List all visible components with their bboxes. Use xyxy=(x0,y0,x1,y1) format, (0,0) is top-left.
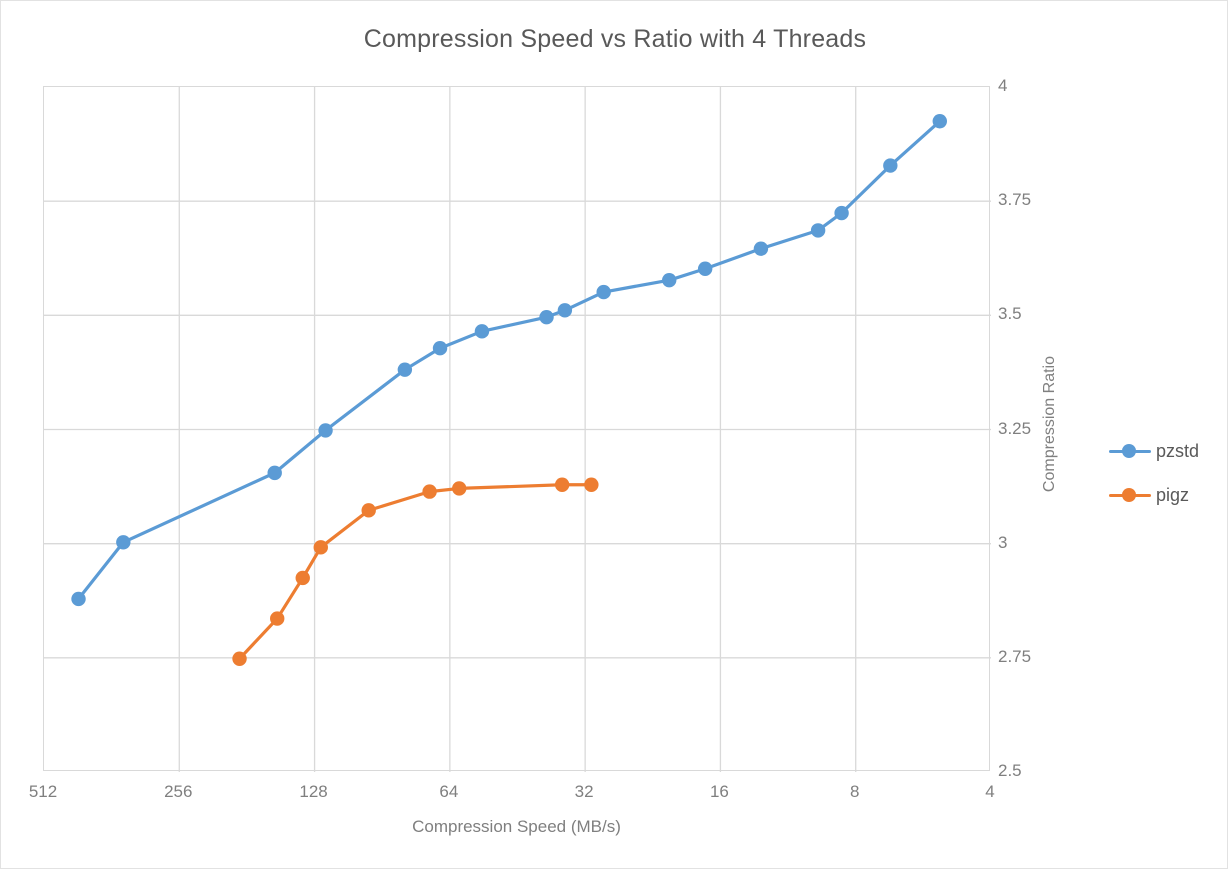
y-tick-label: 2.5 xyxy=(998,761,1022,780)
y-tick-label: 3.25 xyxy=(998,418,1032,438)
x-tick-label: 128 xyxy=(299,782,328,801)
data-point xyxy=(295,570,310,586)
data-point xyxy=(596,284,611,300)
data-point xyxy=(116,535,131,550)
x-tick-label: 256 xyxy=(164,782,193,801)
series-pigz xyxy=(232,477,599,666)
y-tick-label: 3 xyxy=(998,532,1008,552)
data-point xyxy=(318,423,333,438)
x-tick-label: 512 xyxy=(28,782,58,801)
y-tick-label: 3.75 xyxy=(998,190,1032,210)
data-point xyxy=(810,223,826,238)
legend: pzstd pigz xyxy=(1109,429,1219,517)
legend-marker-icon xyxy=(1109,443,1151,459)
x-axis-title: Compression Speed (MB/s) xyxy=(412,817,621,836)
y-tick-label: 4 xyxy=(998,76,1008,95)
y-tick-label: 3.5 xyxy=(998,304,1022,324)
legend-marker-icon xyxy=(1109,487,1151,503)
x-tick-label: 4 xyxy=(985,782,995,801)
chart-title: Compression Speed vs Ratio with 4 Thread… xyxy=(363,25,867,53)
data-point xyxy=(584,477,599,492)
data-point xyxy=(397,362,413,377)
series-pzstd xyxy=(71,114,947,607)
data-point xyxy=(557,303,573,318)
gridlines xyxy=(44,87,991,772)
legend-item[interactable]: pigz xyxy=(1109,473,1219,517)
data-point xyxy=(71,591,86,607)
data-point xyxy=(932,114,947,129)
data-point xyxy=(554,477,570,492)
legend-dot xyxy=(1122,488,1136,502)
legend-item-label: pzstd xyxy=(1156,440,1200,461)
x-tick-label: 8 xyxy=(849,782,860,801)
legend-item[interactable]: pzstd xyxy=(1109,429,1219,473)
data-point xyxy=(753,241,769,256)
plot-area xyxy=(43,86,991,772)
data-point xyxy=(267,465,282,481)
data-point xyxy=(539,309,554,325)
x-tick-label: 64 xyxy=(439,782,459,801)
series-line xyxy=(237,483,593,661)
data-point xyxy=(422,484,437,499)
data-point xyxy=(452,481,467,496)
data-point xyxy=(834,205,849,221)
data-point xyxy=(662,272,677,288)
series-layer xyxy=(71,114,947,666)
data-point xyxy=(432,341,448,356)
data-point xyxy=(697,261,713,276)
data-point xyxy=(270,611,285,626)
x-tick-label: 16 xyxy=(709,782,729,801)
legend-dot xyxy=(1122,444,1136,458)
y-axis-title: Compression Ratio xyxy=(1041,356,1058,493)
data-point xyxy=(883,158,898,173)
plot-svg xyxy=(44,87,991,772)
y-tick-label: 2.75 xyxy=(998,646,1032,666)
x-tick-label: 32 xyxy=(574,782,594,801)
series-line xyxy=(76,119,942,601)
legend-item-label: pigz xyxy=(1156,484,1190,505)
data-point xyxy=(232,651,247,666)
data-point xyxy=(474,324,490,339)
data-point xyxy=(361,503,376,518)
data-point xyxy=(313,540,328,555)
